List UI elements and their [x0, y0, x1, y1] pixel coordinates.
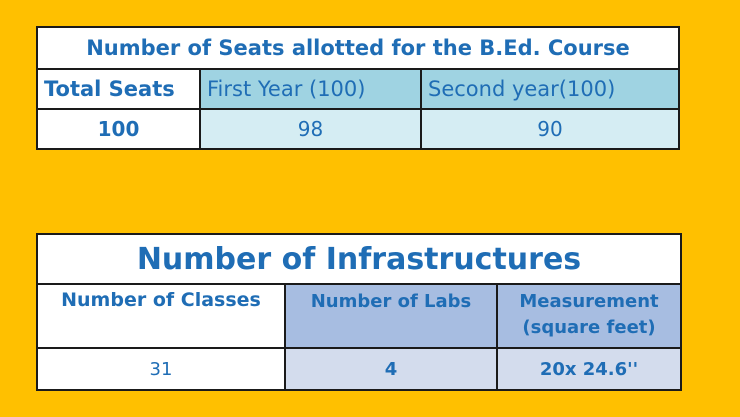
infrastructure-table: Number of Infrastructures Number of Clas… — [36, 233, 682, 391]
value-first-year: 98 — [199, 108, 422, 150]
value-number-of-labs: 4 — [284, 347, 498, 391]
header-total-seats: Total Seats — [36, 68, 201, 110]
infrastructure-table-title: Number of Infrastructures — [36, 233, 682, 285]
value-total-seats: 100 — [36, 108, 201, 150]
value-number-of-classes: 31 — [36, 347, 286, 391]
value-second-year: 90 — [419, 108, 681, 150]
seats-table: Number of Seats allotted for the B.Ed. C… — [35, 26, 681, 150]
header-second-year: Second year(100) — [419, 68, 681, 110]
header-number-of-labs: Number of Labs — [284, 283, 498, 349]
header-first-year: First Year (100) — [199, 68, 422, 110]
header-number-of-classes: Number of Classes — [36, 283, 286, 349]
seats-table-title: Number of Seats allotted for the B.Ed. C… — [35, 26, 681, 70]
header-measurement: Measurement (square feet) — [496, 283, 682, 349]
value-measurement: 20x 24.6'' — [496, 347, 682, 391]
